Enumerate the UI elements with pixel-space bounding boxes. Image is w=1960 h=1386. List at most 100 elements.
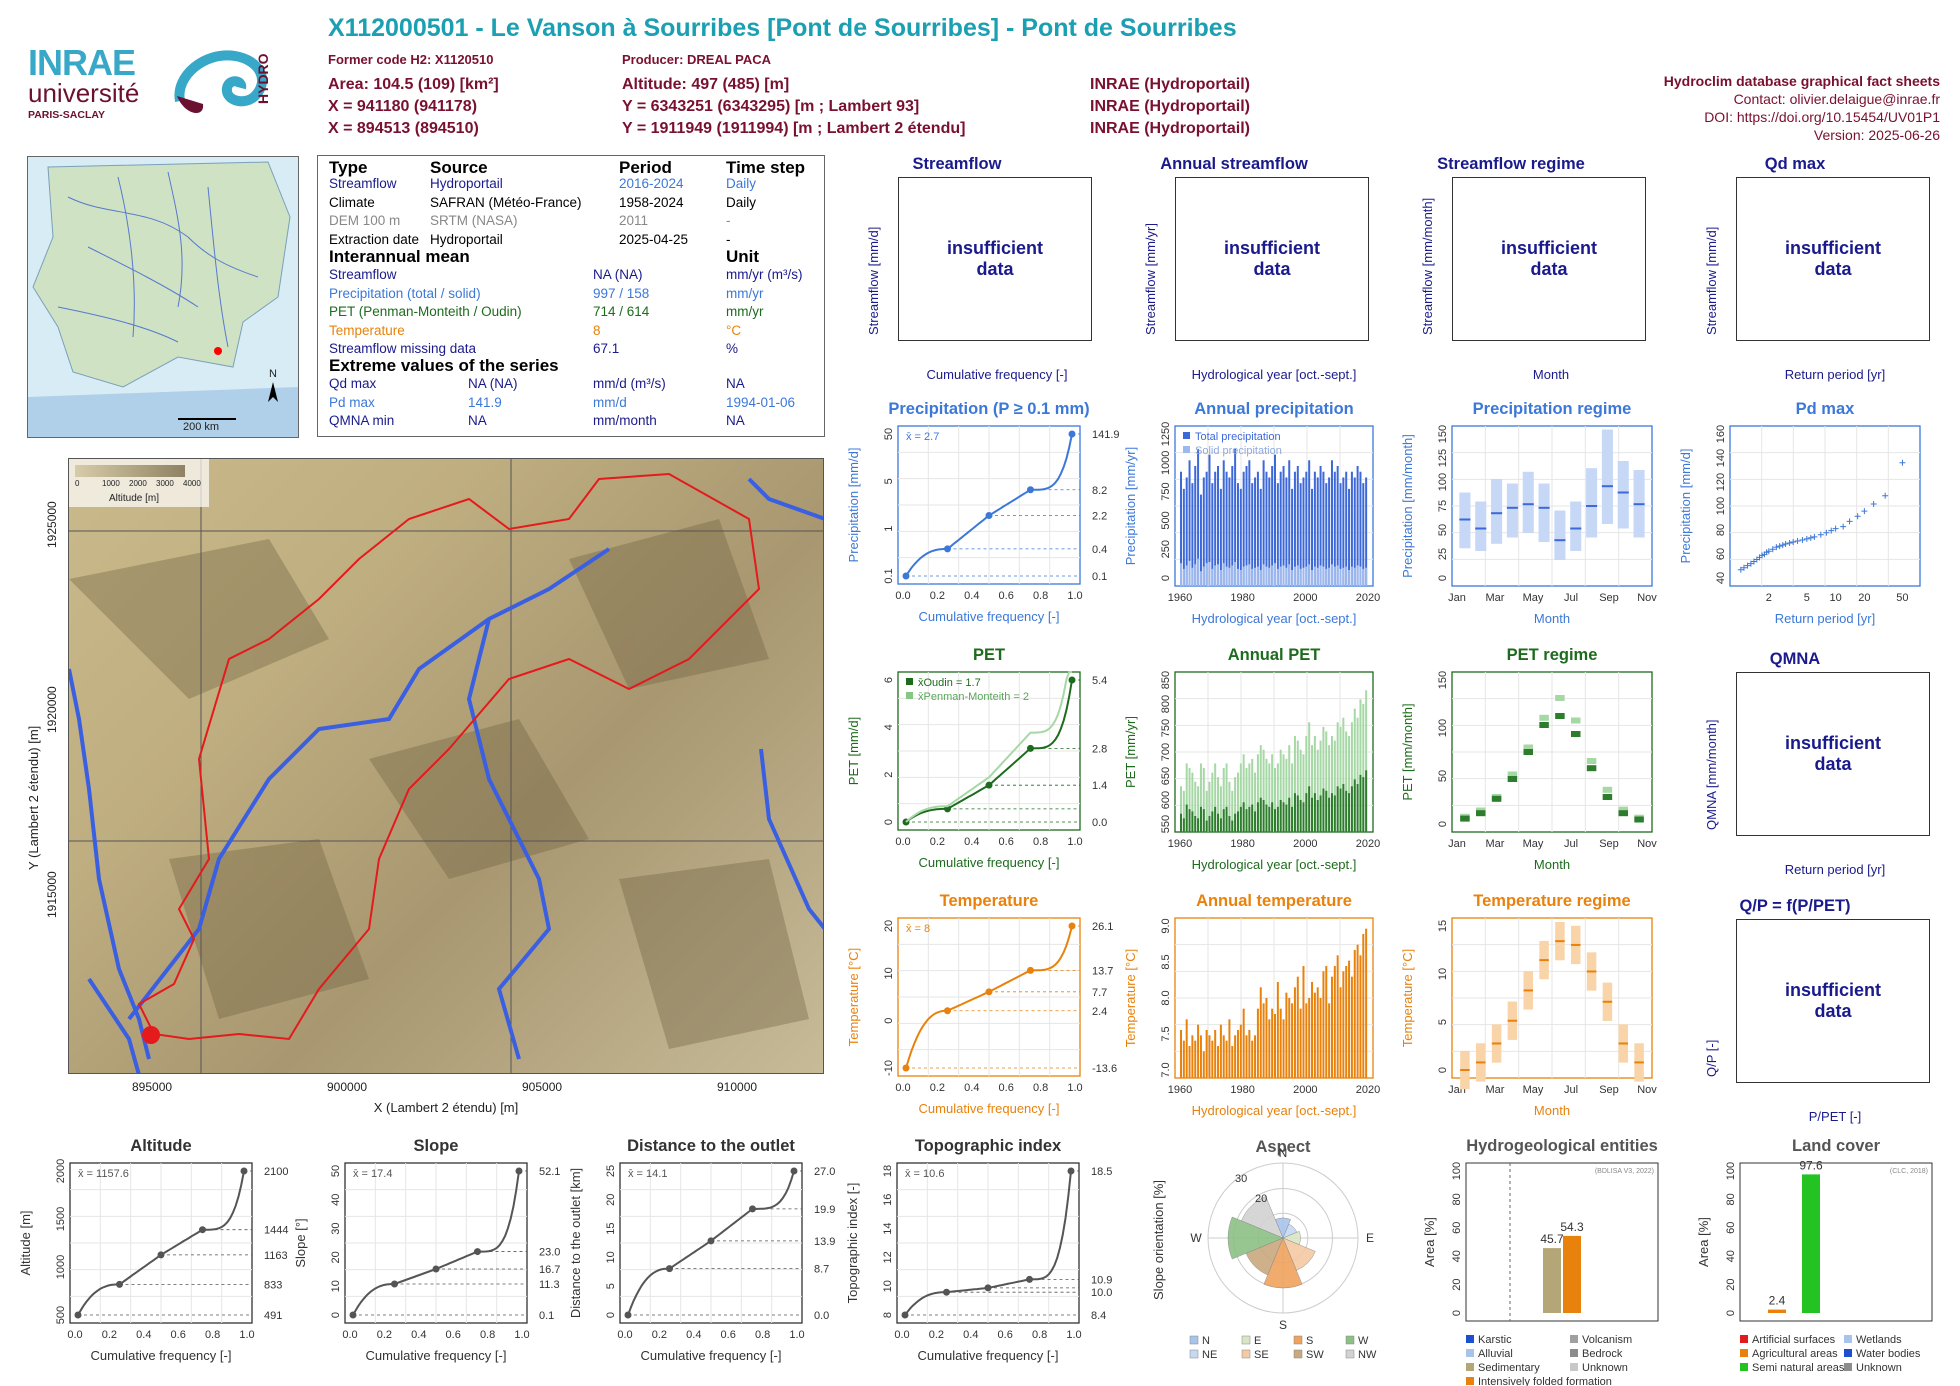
legend-swatch <box>1740 1349 1748 1357</box>
annual-bar <box>1328 745 1331 832</box>
x-tick-label: 1980 <box>1230 838 1254 850</box>
aspect-legend-swatch <box>1293 1335 1303 1345</box>
contact: Contact: olivier.delaigue@inrae.fr <box>1733 91 1940 107</box>
annual-bar <box>1214 806 1217 832</box>
annual-bar <box>1288 998 1291 1078</box>
y-tick-label: 150 <box>1437 671 1449 689</box>
y-tick-label: 80 <box>1725 1193 1737 1205</box>
pdmax-point <box>1740 564 1747 571</box>
y-tick-label: 700 <box>1160 743 1172 761</box>
annual-bar <box>1291 1003 1294 1078</box>
chart-title: Annual temperature <box>1196 892 1352 910</box>
streamflow-plot: insufficient data <box>898 177 1092 341</box>
annual-bar <box>1256 754 1259 832</box>
annual-bar <box>1288 797 1291 832</box>
annual-bar <box>1259 488 1262 586</box>
x-tick-label: Jul <box>1564 838 1578 850</box>
right-tick-label: 8.7 <box>814 1264 829 1276</box>
legend-label: Alluvial <box>1478 1348 1513 1360</box>
annual-bar <box>1188 809 1191 832</box>
y-tick-label: 750 <box>1160 719 1172 737</box>
x-tick-label: 0.0 <box>894 1329 909 1341</box>
annual-bar <box>1291 488 1294 586</box>
right-tick-label: 0.0 <box>814 1310 829 1322</box>
x-tick-label: 0.2 <box>930 1082 945 1094</box>
annual-bar <box>1254 1035 1257 1078</box>
regime-oudin <box>1491 795 1502 802</box>
annual-bar <box>1191 811 1194 832</box>
pdmax-point <box>1773 544 1780 551</box>
row-type: Climate <box>329 194 375 210</box>
x-tick-label: 0.6 <box>171 1329 186 1341</box>
pdmax-point <box>1899 459 1906 466</box>
annual-bar <box>1182 818 1185 832</box>
annual-bar <box>1248 1030 1251 1078</box>
page-title: X112000501 - Le Vanson à Sourribes [Pont… <box>328 14 1237 42</box>
y-tick-label: 650 <box>1160 767 1172 785</box>
annual-bar <box>1305 1003 1308 1078</box>
x-tick-label: 0.4 <box>964 590 979 602</box>
annual-bar <box>1225 566 1228 586</box>
regime-box <box>1506 483 1518 538</box>
y-tick-label: 0 <box>1160 575 1172 581</box>
mean-unit: mm/yr <box>726 285 764 301</box>
legend-label: Bedrock <box>1582 1348 1623 1360</box>
legend-swatch <box>1466 1335 1474 1343</box>
north-label: N <box>269 368 277 380</box>
annual-bar <box>1291 806 1294 832</box>
plot-frame <box>1465 1162 1659 1322</box>
x-tick-label: 1.0 <box>514 1329 529 1341</box>
regime-oudin <box>1460 815 1470 822</box>
annual-bar <box>1322 726 1325 832</box>
legend-label: x̄Penman-Monteith = 2 <box>918 691 1029 703</box>
annual-bar <box>1182 790 1185 832</box>
annual-bar <box>1274 1014 1276 1078</box>
annual-bar <box>1239 1024 1242 1078</box>
regime-pm <box>1507 771 1518 778</box>
inrae-logo-text: INRAE <box>28 42 136 83</box>
annual-bar <box>1333 471 1336 586</box>
annual-bar <box>1239 488 1242 586</box>
annual-bar <box>1279 800 1282 832</box>
universite-text: université <box>28 78 140 108</box>
legend-swatch <box>1183 432 1190 439</box>
annual-bar <box>1242 566 1245 586</box>
x-tick-label: Sep <box>1599 1084 1619 1096</box>
chart-xlabel: Cumulative frequency [-] <box>919 1101 1060 1116</box>
pct-bar-label: 2.4 <box>1769 1294 1786 1308</box>
annual-bar <box>1311 745 1314 832</box>
annual-bar <box>1180 471 1182 586</box>
x-tick-label: 0.8 <box>1033 1082 1048 1094</box>
row-step: Daily <box>726 194 757 210</box>
annual-bar <box>1330 976 1333 1078</box>
db-name: Hydroclim database graphical fact sheets <box>1663 73 1940 89</box>
annual-bar <box>1302 754 1305 832</box>
annual-bar <box>1291 570 1294 586</box>
annual-bar <box>1254 811 1257 832</box>
annual-bar <box>1365 690 1368 832</box>
annual-bar <box>1180 1030 1182 1078</box>
mean-value: 997 / 158 <box>593 285 650 301</box>
chart-title: Temperature regime <box>1473 892 1630 910</box>
annual-bar <box>1339 726 1342 832</box>
altitude-legend-tick: 1000 <box>102 479 120 488</box>
mean-value: 714 / 614 <box>593 304 650 319</box>
x-tick-label: Jul <box>1564 1084 1578 1096</box>
annual-bar <box>1362 483 1365 586</box>
station-marker <box>214 347 222 355</box>
annual-bar <box>1208 816 1211 832</box>
annual-bar <box>1245 466 1248 586</box>
aspect-legend-swatch <box>1345 1335 1355 1345</box>
aspect-legend-label: NW <box>1358 1349 1377 1361</box>
annual-bar <box>1308 564 1311 586</box>
y-tick-label: 7.5 <box>1160 1026 1172 1041</box>
x-tick-label: 0.8 <box>1033 836 1048 848</box>
annual-bar <box>1225 471 1228 586</box>
annual-bar <box>1231 790 1234 832</box>
annual-bar <box>1188 560 1191 586</box>
chart-ylabel: PET [mm/yr] <box>1123 716 1138 788</box>
chart-xlabel: Hydrological year [oct.-sept.] <box>1192 611 1357 626</box>
map-x-tick: 910000 <box>717 1080 758 1094</box>
mean-unit: °C <box>726 322 742 338</box>
annual-bar <box>1194 816 1197 832</box>
